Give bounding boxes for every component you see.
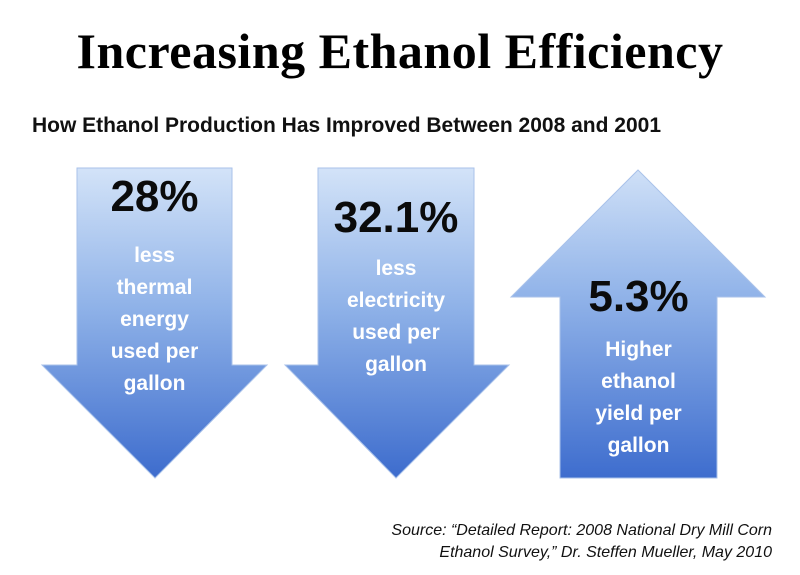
- label-yield: Higher ethanol yield per gallon: [560, 334, 717, 462]
- label-line: less: [375, 257, 417, 280]
- label-line: used per: [110, 340, 199, 363]
- label-line: thermal: [116, 276, 193, 299]
- up-arrow-3: [509, 169, 767, 479]
- label-line: electricity: [346, 289, 446, 312]
- label-line: ethanol: [601, 370, 676, 393]
- source-line-2: Ethanol Survey,” Dr. Steffen Mueller, Ma…: [439, 544, 772, 561]
- percent-electricity: 32.1%: [333, 193, 459, 242]
- down-arrow-2: [283, 167, 511, 479]
- label-line: gallon: [365, 353, 427, 376]
- down-arrow-1: [40, 167, 269, 479]
- label-line: gallon: [607, 434, 670, 457]
- percent-yield: 5.3%: [588, 272, 689, 321]
- label-line: energy: [120, 308, 189, 331]
- label-thermal: less thermal energy used per gallon: [77, 240, 232, 400]
- percent-thermal: 28%: [110, 172, 199, 221]
- label-line: less: [134, 244, 175, 267]
- source-line-1: Source: “Detailed Report: 2008 National …: [391, 522, 772, 539]
- label-line: gallon: [123, 372, 186, 395]
- label-line: yield per: [595, 402, 682, 425]
- label-electricity: less electricity used per gallon: [318, 253, 474, 381]
- subtitle: How Ethanol Production Has Improved Betw…: [32, 114, 661, 137]
- label-line: Higher: [605, 338, 672, 361]
- page-title: Increasing Ethanol Efficiency: [76, 23, 724, 79]
- source-citation: Source: “Detailed Report: 2008 National …: [391, 520, 772, 564]
- label-line: used per: [352, 321, 440, 344]
